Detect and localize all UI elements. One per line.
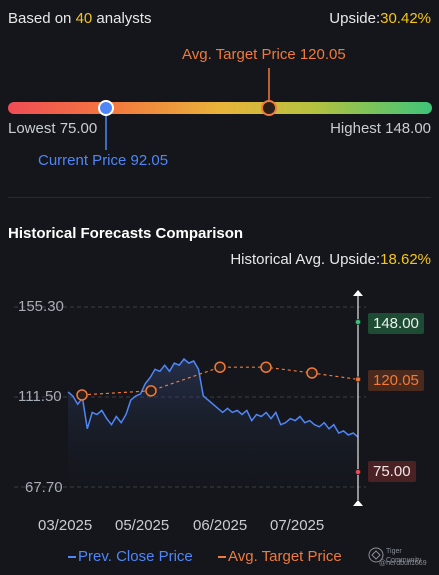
upside-value: 30.42% <box>380 10 431 27</box>
current-price-marker <box>98 100 114 116</box>
y-tick-high: 155.30 <box>18 298 64 315</box>
analyst-count-text: Based on 40 analysts <box>8 10 152 27</box>
forecast-avg-point <box>355 376 361 383</box>
close-price-area <box>68 359 358 487</box>
avg-target-marker <box>261 100 277 116</box>
analyst-count: 40 <box>75 10 93 27</box>
legend-target-swatch <box>218 556 226 559</box>
section-divider <box>8 197 431 198</box>
historical-upside-value: 18.62% <box>380 251 431 268</box>
section-title: Historical Forecasts Comparison <box>8 225 244 242</box>
watermark: Tiger Community @nerdbull1669 <box>368 545 438 571</box>
x-tick-3: 07/2025 <box>270 517 325 534</box>
target-price-marker-3 <box>260 361 272 373</box>
close-price-line <box>67 357 359 438</box>
y-tick-low: 67.70 <box>25 479 63 496</box>
x-tick-1: 05/2025 <box>115 517 170 534</box>
forecast-high-point <box>355 319 361 325</box>
high-price-badge: 148.00 <box>368 313 424 334</box>
y-tick-mid: 111.50 <box>18 388 62 405</box>
avg-price-badge: 120.05 <box>368 370 424 391</box>
current-price-label: Current Price 92.05 <box>38 152 169 169</box>
legend-target[interactable]: Avg. Target Price <box>218 548 342 565</box>
forecast-low-point <box>355 469 361 475</box>
target-price-marker-1 <box>145 385 157 397</box>
tiger-logo-icon <box>368 547 384 563</box>
legend-close-swatch <box>68 556 76 559</box>
range-markers <box>98 68 277 150</box>
x-tick-2: 06/2025 <box>193 517 248 534</box>
range-bottom-arrow-icon <box>353 500 363 506</box>
low-price-badge: 75.00 <box>368 461 416 482</box>
watermark-brand: Tiger Community <box>386 548 422 564</box>
watermark-user: @nerdbull1669 <box>379 560 427 567</box>
target-price-marker-2 <box>214 361 226 373</box>
historical-upside: Historical Avg. Upside:18.62% <box>230 251 431 268</box>
target-price-marker-4 <box>306 367 318 379</box>
legend-close[interactable]: Prev. Close Price <box>68 548 193 565</box>
target-price-line <box>81 366 359 396</box>
lowest-label: Lowest 75.00 <box>8 120 98 137</box>
target-price-marker-0 <box>76 389 88 401</box>
highest-label: Highest 148.00 <box>330 120 431 137</box>
x-tick-0: 03/2025 <box>38 517 93 534</box>
summary-row: Based on 40 analysts Upside:30.42% <box>8 10 431 30</box>
target-range-bar <box>8 102 432 114</box>
range-top-arrow-icon <box>353 290 363 296</box>
upside-text: Upside:30.42% <box>329 10 431 27</box>
